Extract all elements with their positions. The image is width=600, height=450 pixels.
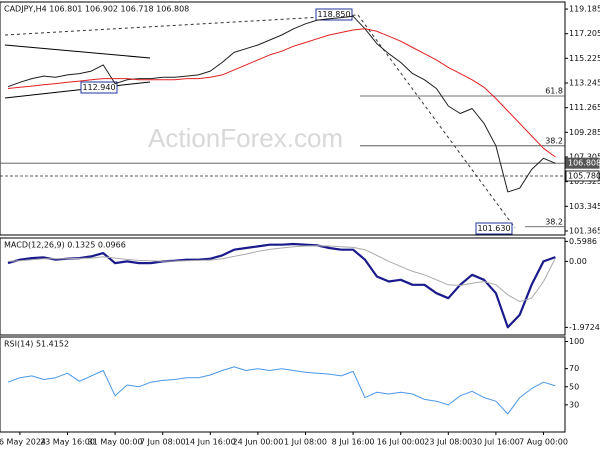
y-tick-label: 105.325 bbox=[569, 177, 600, 186]
y-tick-label: 70 bbox=[569, 364, 579, 373]
rsi-panel bbox=[0, 336, 566, 433]
trend-line bbox=[4, 14, 359, 36]
series-line bbox=[7, 28, 556, 158]
price-panel bbox=[0, 1, 566, 236]
x-tick-label: 7 Aug 00:00 bbox=[519, 438, 568, 447]
y-tick-label: 30 bbox=[569, 400, 579, 409]
y-tick-label: 0.5986 bbox=[569, 237, 597, 246]
x-tick-label: 7 Jun 08:00 bbox=[140, 438, 186, 447]
panel-title: MACD(12,26,9) 0.1325 0.0966 bbox=[4, 241, 126, 250]
y-tick-label: -1.9724 bbox=[569, 323, 600, 332]
macd-panel bbox=[0, 237, 566, 336]
price-label: 106.808 bbox=[568, 159, 600, 168]
x-tick-label: 31 May 00:00 bbox=[88, 438, 143, 447]
level-label: 61.8 bbox=[545, 87, 563, 96]
price-label: 105.780 bbox=[568, 171, 600, 180]
y-tick-label: 115.225 bbox=[569, 54, 600, 63]
x-tick-label: 30 Jul 16:00 bbox=[472, 438, 520, 447]
price-box bbox=[565, 157, 600, 169]
x-tick-label: 14 Jun 16:00 bbox=[185, 438, 236, 447]
watermark: ActionForex.com bbox=[148, 123, 343, 153]
y-tick-label: 107.305 bbox=[569, 152, 600, 161]
x-tick-label: 8 Jul 16:00 bbox=[332, 438, 375, 447]
triangle-line bbox=[4, 44, 151, 59]
annotation-text: 112.940 bbox=[82, 83, 115, 92]
series-line bbox=[7, 15, 556, 193]
triangle-line bbox=[4, 81, 151, 99]
y-tick-label: 103.345 bbox=[569, 202, 600, 211]
y-tick-label: 101.365 bbox=[569, 226, 600, 235]
annotation: 101.630 bbox=[475, 222, 513, 235]
series-line bbox=[7, 366, 556, 415]
y-tick-label: 117.205 bbox=[569, 29, 600, 38]
y-tick-label: 119.185 bbox=[569, 5, 600, 14]
y-tick-label: 0.00 bbox=[569, 257, 587, 266]
y-tick-label: 111.265 bbox=[569, 103, 600, 112]
price-box bbox=[565, 170, 600, 182]
series-line bbox=[7, 245, 556, 303]
level-label: 38.2 bbox=[545, 136, 563, 145]
trend-line bbox=[357, 14, 516, 229]
panel-title: RSI(14) 51.4152 bbox=[4, 340, 69, 349]
x-tick-label: 24 Jun 00:00 bbox=[232, 438, 283, 447]
annotation: 112.940 bbox=[80, 81, 118, 94]
y-tick-label: 109.285 bbox=[569, 128, 600, 137]
annotation-text: 118.850 bbox=[317, 10, 350, 19]
x-tick-label: 1 Jul 08:00 bbox=[284, 438, 327, 447]
y-tick-label: 50 bbox=[569, 382, 579, 391]
y-tick-label: 100 bbox=[569, 337, 584, 346]
series-line bbox=[7, 242, 556, 329]
x-tick-label: 23 Jul 08:00 bbox=[424, 438, 472, 447]
panel-title: CADJPY,H4 106.801 106.902 106.718 106.80… bbox=[4, 5, 189, 14]
annotation: 118.850 bbox=[315, 8, 353, 21]
x-tick-label: 23 May 16:00 bbox=[40, 438, 95, 447]
y-tick-label: 113.245 bbox=[569, 79, 600, 88]
x-tick-label: 16 May 2024 bbox=[0, 438, 46, 447]
level-label: 38.2 bbox=[545, 217, 563, 226]
x-tick-label: 16 Jul 00:00 bbox=[377, 438, 425, 447]
annotation-text: 101.630 bbox=[477, 224, 510, 233]
